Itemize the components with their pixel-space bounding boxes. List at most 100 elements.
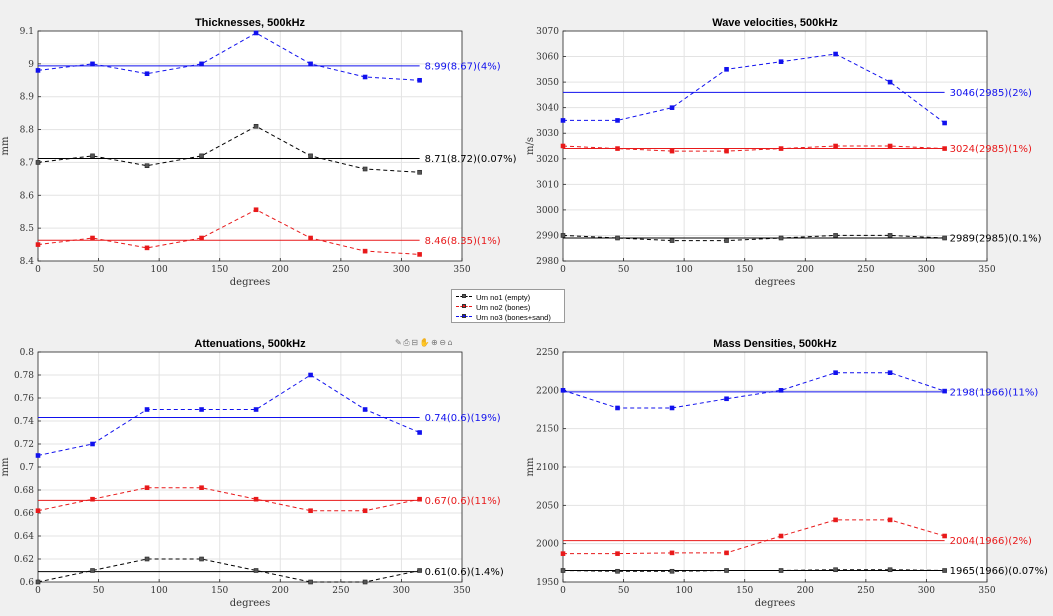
data-point bbox=[253, 496, 259, 502]
data-point bbox=[253, 30, 259, 36]
mean-value-label: 0.74(0.6)(19%) bbox=[425, 413, 501, 424]
x-tick-label: 250 bbox=[857, 265, 874, 275]
legend[interactable]: Urn no1 (empty) Urn no2 (bones) Urn no3 … bbox=[451, 289, 565, 323]
y-tick-label: 3020 bbox=[536, 155, 559, 165]
data-point bbox=[308, 579, 313, 585]
data-point bbox=[833, 370, 838, 376]
data-point bbox=[417, 77, 422, 83]
data-point bbox=[560, 233, 566, 238]
x-tick-label: 200 bbox=[797, 265, 814, 275]
data-point bbox=[35, 508, 41, 514]
data-point bbox=[778, 533, 784, 539]
data-point bbox=[669, 238, 675, 243]
data-point bbox=[942, 120, 947, 126]
home-icon[interactable]: ⌂ bbox=[447, 338, 453, 347]
mean-value-label: 8.46(8.35)(1%) bbox=[425, 236, 501, 247]
data-point bbox=[35, 453, 41, 458]
x-tick-label: 50 bbox=[618, 586, 630, 596]
series-line bbox=[562, 234, 945, 242]
y-tick-label: 3040 bbox=[536, 104, 559, 114]
x-tick-label: 0 bbox=[560, 586, 566, 596]
x-tick-label: 150 bbox=[211, 586, 228, 596]
data-point bbox=[778, 146, 784, 151]
pan-icon[interactable]: ✋ bbox=[419, 338, 429, 347]
y-tick-label: 8.8 bbox=[20, 126, 35, 136]
y-tick-label: 0.78 bbox=[14, 371, 34, 381]
legend-label-urn3: Urn no3 (bones+sand) bbox=[476, 312, 551, 322]
data-point bbox=[724, 396, 729, 402]
y-tick-label: 2200 bbox=[536, 386, 559, 396]
data-point bbox=[833, 567, 838, 573]
data-point bbox=[778, 59, 784, 64]
series-2: 3024(2985)(1%) bbox=[560, 143, 1032, 155]
datatip-icon[interactable]: ⊟ bbox=[411, 338, 418, 347]
data-point bbox=[144, 71, 150, 77]
data-point bbox=[724, 238, 729, 243]
series-3: 3046(2985)(2%) bbox=[560, 51, 1032, 126]
x-tick-label: 350 bbox=[978, 265, 995, 275]
data-point bbox=[144, 485, 150, 491]
data-point bbox=[887, 79, 893, 85]
series-3: 0.74(0.6)(19%) bbox=[35, 372, 501, 458]
chart-title: Attenuations, 500kHz bbox=[194, 338, 306, 350]
legend-marker-urn1 bbox=[456, 292, 472, 302]
data-point bbox=[362, 579, 368, 585]
data-point bbox=[669, 148, 675, 154]
data-point bbox=[560, 568, 566, 573]
y-axis-label: mm bbox=[525, 457, 536, 476]
y-tick-label: 3030 bbox=[536, 129, 559, 139]
x-tick-label: 250 bbox=[332, 265, 349, 275]
series-line bbox=[562, 569, 945, 572]
data-point bbox=[199, 407, 204, 412]
zoom-out-icon[interactable]: ⊖ bbox=[439, 338, 446, 347]
y-tick-label: 2000 bbox=[536, 540, 559, 550]
brush-icon[interactable]: ✎ bbox=[395, 338, 402, 347]
data-point bbox=[833, 233, 838, 238]
y-tick-label: 0.66 bbox=[14, 509, 34, 519]
zoom-in-icon[interactable]: ⊕ bbox=[430, 338, 438, 347]
legend-marker-urn3 bbox=[456, 312, 472, 322]
data-point bbox=[90, 441, 95, 447]
y-tick-label: 3000 bbox=[536, 206, 559, 216]
chart-1: 0 50 100 150 200 250 300 3508.48.58.68.78.88.99… bbox=[0, 17, 517, 288]
series-2: 0.67(0.6)(11%) bbox=[35, 485, 501, 514]
x-tick-label: 250 bbox=[332, 586, 349, 596]
y-tick-label: 9 bbox=[28, 60, 34, 70]
axes-toolbar: ✎ ⎙ ⊟ ✋ ⊕ ⊖ ⌂ bbox=[395, 338, 453, 350]
x-tick-label: 0 bbox=[35, 586, 41, 596]
data-point bbox=[724, 148, 729, 154]
data-point bbox=[560, 143, 566, 149]
series-line bbox=[562, 372, 945, 409]
series-line bbox=[37, 374, 420, 456]
y-tick-label: 3060 bbox=[536, 53, 559, 63]
data-point bbox=[560, 388, 566, 393]
mean-value-label: 8.99(8.67)(4%) bbox=[425, 61, 501, 72]
data-point bbox=[144, 407, 150, 412]
y-tick-label: 8.7 bbox=[20, 158, 35, 168]
data-point bbox=[887, 143, 893, 149]
data-point bbox=[669, 568, 675, 574]
save-icon[interactable]: ⎙ bbox=[403, 338, 410, 347]
mean-value-label: 8.71(8.72)(0.07%) bbox=[425, 154, 517, 165]
plot-area bbox=[563, 31, 987, 261]
y-tick-label: 1950 bbox=[536, 578, 559, 588]
data-point bbox=[942, 146, 947, 151]
y-tick-label: 8.6 bbox=[20, 191, 35, 201]
data-point bbox=[417, 496, 422, 502]
data-point bbox=[362, 508, 368, 514]
data-point bbox=[253, 207, 259, 213]
x-tick-label: 50 bbox=[618, 265, 630, 275]
series-line bbox=[37, 209, 420, 255]
data-point bbox=[199, 153, 204, 159]
y-tick-label: 2990 bbox=[536, 231, 559, 241]
series-1: 0.61(0.6)(1.4%) bbox=[35, 556, 504, 585]
data-point bbox=[253, 568, 259, 573]
data-point bbox=[199, 235, 204, 241]
mean-value-label: 0.61(0.6)(1.4%) bbox=[425, 567, 504, 578]
mean-value-label: 1965(1966)(0.07%) bbox=[950, 566, 1048, 577]
y-tick-label: 0.74 bbox=[14, 417, 34, 427]
series-1: 8.71(8.72)(0.07%) bbox=[35, 123, 517, 175]
x-tick-label: 100 bbox=[151, 586, 168, 596]
series-line bbox=[562, 145, 945, 152]
